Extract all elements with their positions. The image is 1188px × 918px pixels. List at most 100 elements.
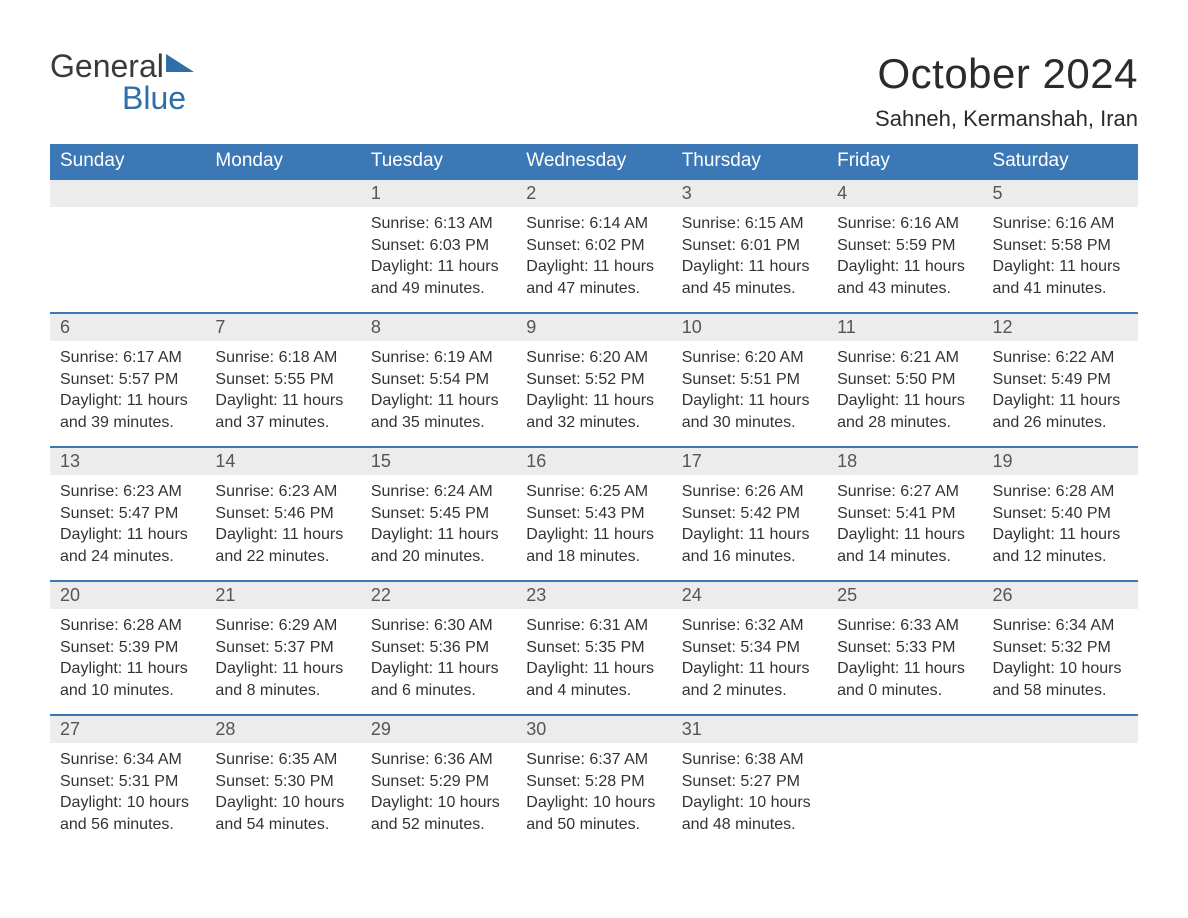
sunrise-text: Sunrise: 6:29 AM — [215, 615, 350, 637]
day-details — [50, 207, 205, 223]
day-number: 3 — [672, 180, 827, 207]
sunset-text: Sunset: 5:46 PM — [215, 503, 350, 525]
day-details: Sunrise: 6:17 AMSunset: 5:57 PMDaylight:… — [50, 341, 205, 443]
day-number: 26 — [983, 582, 1138, 609]
sunset-text: Sunset: 5:40 PM — [993, 503, 1128, 525]
sunset-text: Sunset: 6:03 PM — [371, 235, 506, 257]
day-details: Sunrise: 6:31 AMSunset: 5:35 PMDaylight:… — [516, 609, 671, 711]
daylight-text: Daylight: 11 hours and 45 minutes. — [682, 256, 817, 299]
sunrise-text: Sunrise: 6:16 AM — [993, 213, 1128, 235]
sunrise-text: Sunrise: 6:33 AM — [837, 615, 972, 637]
calendar-day-cell: 22Sunrise: 6:30 AMSunset: 5:36 PMDayligh… — [361, 581, 516, 715]
calendar-week-row: 20Sunrise: 6:28 AMSunset: 5:39 PMDayligh… — [50, 581, 1138, 715]
day-number: 28 — [205, 716, 360, 743]
day-number: 29 — [361, 716, 516, 743]
sunrise-text: Sunrise: 6:28 AM — [60, 615, 195, 637]
sunrise-text: Sunrise: 6:37 AM — [526, 749, 661, 771]
daylight-text: Daylight: 11 hours and 26 minutes. — [993, 390, 1128, 433]
day-details: Sunrise: 6:35 AMSunset: 5:30 PMDaylight:… — [205, 743, 360, 845]
day-number: 22 — [361, 582, 516, 609]
sunrise-text: Sunrise: 6:34 AM — [60, 749, 195, 771]
day-details: Sunrise: 6:25 AMSunset: 5:43 PMDaylight:… — [516, 475, 671, 577]
calendar-day-cell: 3Sunrise: 6:15 AMSunset: 6:01 PMDaylight… — [672, 179, 827, 313]
sunset-text: Sunset: 5:30 PM — [215, 771, 350, 793]
day-details: Sunrise: 6:14 AMSunset: 6:02 PMDaylight:… — [516, 207, 671, 309]
daylight-text: Daylight: 10 hours and 52 minutes. — [371, 792, 506, 835]
sunset-text: Sunset: 5:28 PM — [526, 771, 661, 793]
sunset-text: Sunset: 5:45 PM — [371, 503, 506, 525]
calendar-day-cell: 19Sunrise: 6:28 AMSunset: 5:40 PMDayligh… — [983, 447, 1138, 581]
month-title: October 2024 — [875, 50, 1138, 98]
day-number: 23 — [516, 582, 671, 609]
calendar-day-cell: 26Sunrise: 6:34 AMSunset: 5:32 PMDayligh… — [983, 581, 1138, 715]
day-details: Sunrise: 6:16 AMSunset: 5:58 PMDaylight:… — [983, 207, 1138, 309]
day-number: 10 — [672, 314, 827, 341]
calendar-day-cell: 30Sunrise: 6:37 AMSunset: 5:28 PMDayligh… — [516, 715, 671, 849]
day-number: 21 — [205, 582, 360, 609]
sunset-text: Sunset: 5:31 PM — [60, 771, 195, 793]
sunset-text: Sunset: 5:27 PM — [682, 771, 817, 793]
sunrise-text: Sunrise: 6:36 AM — [371, 749, 506, 771]
calendar-day-cell: 8Sunrise: 6:19 AMSunset: 5:54 PMDaylight… — [361, 313, 516, 447]
logo-word-general: General — [50, 48, 164, 84]
col-header: Sunday — [50, 144, 205, 179]
day-details: Sunrise: 6:15 AMSunset: 6:01 PMDaylight:… — [672, 207, 827, 309]
calendar-day-cell — [983, 715, 1138, 849]
calendar-day-cell: 21Sunrise: 6:29 AMSunset: 5:37 PMDayligh… — [205, 581, 360, 715]
calendar-day-cell: 10Sunrise: 6:20 AMSunset: 5:51 PMDayligh… — [672, 313, 827, 447]
col-header: Monday — [205, 144, 360, 179]
sunset-text: Sunset: 5:34 PM — [682, 637, 817, 659]
sunset-text: Sunset: 6:01 PM — [682, 235, 817, 257]
day-details — [205, 207, 360, 223]
sunrise-text: Sunrise: 6:34 AM — [993, 615, 1128, 637]
day-number: 4 — [827, 180, 982, 207]
sunrise-text: Sunrise: 6:27 AM — [837, 481, 972, 503]
daylight-text: Daylight: 11 hours and 37 minutes. — [215, 390, 350, 433]
calendar-day-cell: 13Sunrise: 6:23 AMSunset: 5:47 PMDayligh… — [50, 447, 205, 581]
day-details: Sunrise: 6:23 AMSunset: 5:47 PMDaylight:… — [50, 475, 205, 577]
sunset-text: Sunset: 5:52 PM — [526, 369, 661, 391]
day-number: 18 — [827, 448, 982, 475]
day-details: Sunrise: 6:21 AMSunset: 5:50 PMDaylight:… — [827, 341, 982, 443]
sunset-text: Sunset: 6:02 PM — [526, 235, 661, 257]
sunrise-text: Sunrise: 6:31 AM — [526, 615, 661, 637]
sunrise-text: Sunrise: 6:32 AM — [682, 615, 817, 637]
calendar-week-row: 1Sunrise: 6:13 AMSunset: 6:03 PMDaylight… — [50, 179, 1138, 313]
sunrise-text: Sunrise: 6:17 AM — [60, 347, 195, 369]
day-number: 25 — [827, 582, 982, 609]
calendar-day-cell: 18Sunrise: 6:27 AMSunset: 5:41 PMDayligh… — [827, 447, 982, 581]
sunrise-text: Sunrise: 6:35 AM — [215, 749, 350, 771]
calendar-day-cell — [827, 715, 982, 849]
day-number: 13 — [50, 448, 205, 475]
daylight-text: Daylight: 11 hours and 10 minutes. — [60, 658, 195, 701]
sunrise-text: Sunrise: 6:20 AM — [526, 347, 661, 369]
day-number: 5 — [983, 180, 1138, 207]
logo-word-blue: Blue — [50, 80, 186, 116]
sunset-text: Sunset: 5:37 PM — [215, 637, 350, 659]
sunrise-text: Sunrise: 6:38 AM — [682, 749, 817, 771]
day-details: Sunrise: 6:27 AMSunset: 5:41 PMDaylight:… — [827, 475, 982, 577]
day-number: 9 — [516, 314, 671, 341]
col-header: Wednesday — [516, 144, 671, 179]
day-details: Sunrise: 6:20 AMSunset: 5:51 PMDaylight:… — [672, 341, 827, 443]
sunset-text: Sunset: 5:41 PM — [837, 503, 972, 525]
calendar-day-cell: 28Sunrise: 6:35 AMSunset: 5:30 PMDayligh… — [205, 715, 360, 849]
sunset-text: Sunset: 5:59 PM — [837, 235, 972, 257]
calendar-day-cell: 6Sunrise: 6:17 AMSunset: 5:57 PMDaylight… — [50, 313, 205, 447]
sunset-text: Sunset: 5:29 PM — [371, 771, 506, 793]
calendar-day-cell: 1Sunrise: 6:13 AMSunset: 6:03 PMDaylight… — [361, 179, 516, 313]
calendar-day-cell: 14Sunrise: 6:23 AMSunset: 5:46 PMDayligh… — [205, 447, 360, 581]
sunrise-text: Sunrise: 6:26 AM — [682, 481, 817, 503]
calendar-day-cell: 25Sunrise: 6:33 AMSunset: 5:33 PMDayligh… — [827, 581, 982, 715]
day-number: 14 — [205, 448, 360, 475]
calendar-week-row: 13Sunrise: 6:23 AMSunset: 5:47 PMDayligh… — [50, 447, 1138, 581]
calendar-day-cell: 12Sunrise: 6:22 AMSunset: 5:49 PMDayligh… — [983, 313, 1138, 447]
sunset-text: Sunset: 5:57 PM — [60, 369, 195, 391]
day-number: 31 — [672, 716, 827, 743]
day-number: 7 — [205, 314, 360, 341]
sunrise-text: Sunrise: 6:16 AM — [837, 213, 972, 235]
logo-text-block: General Blue — [50, 50, 194, 114]
calendar-page: General Blue October 2024 Sahneh, Kerman… — [0, 0, 1188, 889]
day-details: Sunrise: 6:30 AMSunset: 5:36 PMDaylight:… — [361, 609, 516, 711]
daylight-text: Daylight: 11 hours and 6 minutes. — [371, 658, 506, 701]
